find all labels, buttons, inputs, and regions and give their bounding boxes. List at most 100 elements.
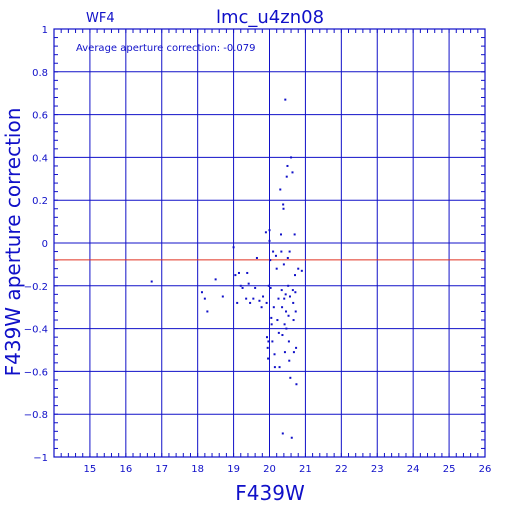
data-point — [150, 280, 153, 283]
data-point — [265, 301, 268, 304]
plot-frame — [53, 28, 486, 458]
data-point — [297, 267, 300, 270]
data-point — [293, 233, 296, 236]
data-point — [288, 359, 291, 362]
data-point — [290, 436, 293, 439]
data-point — [286, 256, 289, 259]
x-tick-label: 22 — [335, 464, 348, 475]
data-point — [268, 239, 271, 242]
data-point — [272, 306, 275, 309]
data-point — [206, 310, 209, 313]
data-point — [236, 301, 239, 304]
data-point — [265, 336, 268, 339]
data-point — [294, 310, 297, 313]
y-tick-label: 0.6 — [32, 111, 48, 122]
data-point — [295, 383, 298, 386]
grid-lines — [53, 28, 486, 458]
data-points — [150, 98, 303, 439]
data-point — [285, 175, 288, 178]
chip-label: WF4 — [86, 11, 115, 26]
data-point — [275, 267, 278, 270]
data-point — [283, 297, 286, 300]
data-point — [288, 295, 291, 298]
data-point — [281, 334, 284, 337]
data-point — [241, 286, 244, 289]
x-tick-label: 24 — [407, 464, 420, 475]
data-point — [262, 295, 265, 298]
data-point — [273, 366, 276, 369]
data-point — [291, 171, 294, 174]
data-point — [292, 351, 295, 354]
data-point — [286, 164, 289, 167]
data-point — [280, 289, 283, 292]
data-point — [287, 314, 290, 317]
x-tick-label: 26 — [479, 464, 492, 475]
data-point — [237, 271, 240, 274]
data-point — [280, 250, 283, 253]
y-axis-label: F439W aperture correction — [1, 108, 25, 377]
x-tick-label: 17 — [155, 464, 168, 475]
x-tick-label: 16 — [119, 464, 132, 475]
data-point — [200, 291, 203, 294]
y-tick-label: −0.4 — [24, 325, 48, 336]
data-point — [266, 346, 269, 349]
data-point — [300, 269, 303, 272]
data-point — [277, 297, 280, 300]
data-point — [276, 319, 279, 322]
data-point — [284, 293, 287, 296]
y-tick-label: 0.2 — [32, 196, 48, 207]
y-tick-label: 0.4 — [32, 153, 48, 164]
x-tick-label: 23 — [371, 464, 384, 475]
y-tick-label: 0 — [42, 239, 48, 250]
x-tick-label: 25 — [443, 464, 456, 475]
data-point — [214, 278, 217, 281]
data-point — [294, 291, 297, 294]
y-tick-label: −0.8 — [24, 410, 48, 421]
data-point — [287, 284, 290, 287]
data-point — [281, 432, 284, 435]
data-point — [294, 274, 297, 277]
data-point — [267, 357, 270, 360]
data-point — [291, 289, 294, 292]
x-axis-label: F439W — [235, 481, 305, 505]
data-point — [239, 284, 242, 287]
x-tick-label: 21 — [299, 464, 312, 475]
data-point — [292, 319, 295, 322]
y-tick-label: 1 — [42, 25, 48, 36]
data-point — [245, 297, 248, 300]
x-tick-label: 20 — [263, 464, 276, 475]
x-tick-labels: 15 16 17 18 19 20 21 22 23 24 25 26 — [84, 464, 492, 475]
data-point — [285, 310, 288, 313]
y-tick-label: 0.8 — [32, 68, 48, 79]
data-point — [270, 323, 273, 326]
data-point — [287, 340, 290, 343]
data-point — [273, 353, 276, 356]
data-point — [203, 297, 206, 300]
data-point — [292, 301, 295, 304]
x-tick-label: 15 — [84, 464, 97, 475]
data-point — [234, 274, 237, 277]
data-point — [255, 256, 258, 259]
data-point — [232, 246, 235, 249]
data-point — [260, 306, 263, 309]
average-annotation: Average aperture correction: -0.079 — [76, 43, 256, 54]
data-point — [268, 229, 271, 232]
data-point — [246, 271, 249, 274]
data-point — [267, 340, 270, 343]
data-point — [288, 250, 291, 253]
data-point — [289, 376, 292, 379]
chart-title: lmc_u4zn08 — [216, 7, 324, 28]
data-point — [290, 156, 293, 159]
data-point — [285, 327, 288, 330]
data-point — [249, 301, 252, 304]
data-point — [264, 231, 267, 234]
x-tick-label: 18 — [191, 464, 204, 475]
data-point — [221, 295, 224, 298]
data-point — [272, 250, 275, 253]
data-point — [284, 98, 287, 101]
y-tick-label: −1 — [33, 453, 48, 464]
data-point — [282, 263, 285, 266]
data-point — [282, 207, 285, 210]
data-point — [270, 316, 273, 319]
